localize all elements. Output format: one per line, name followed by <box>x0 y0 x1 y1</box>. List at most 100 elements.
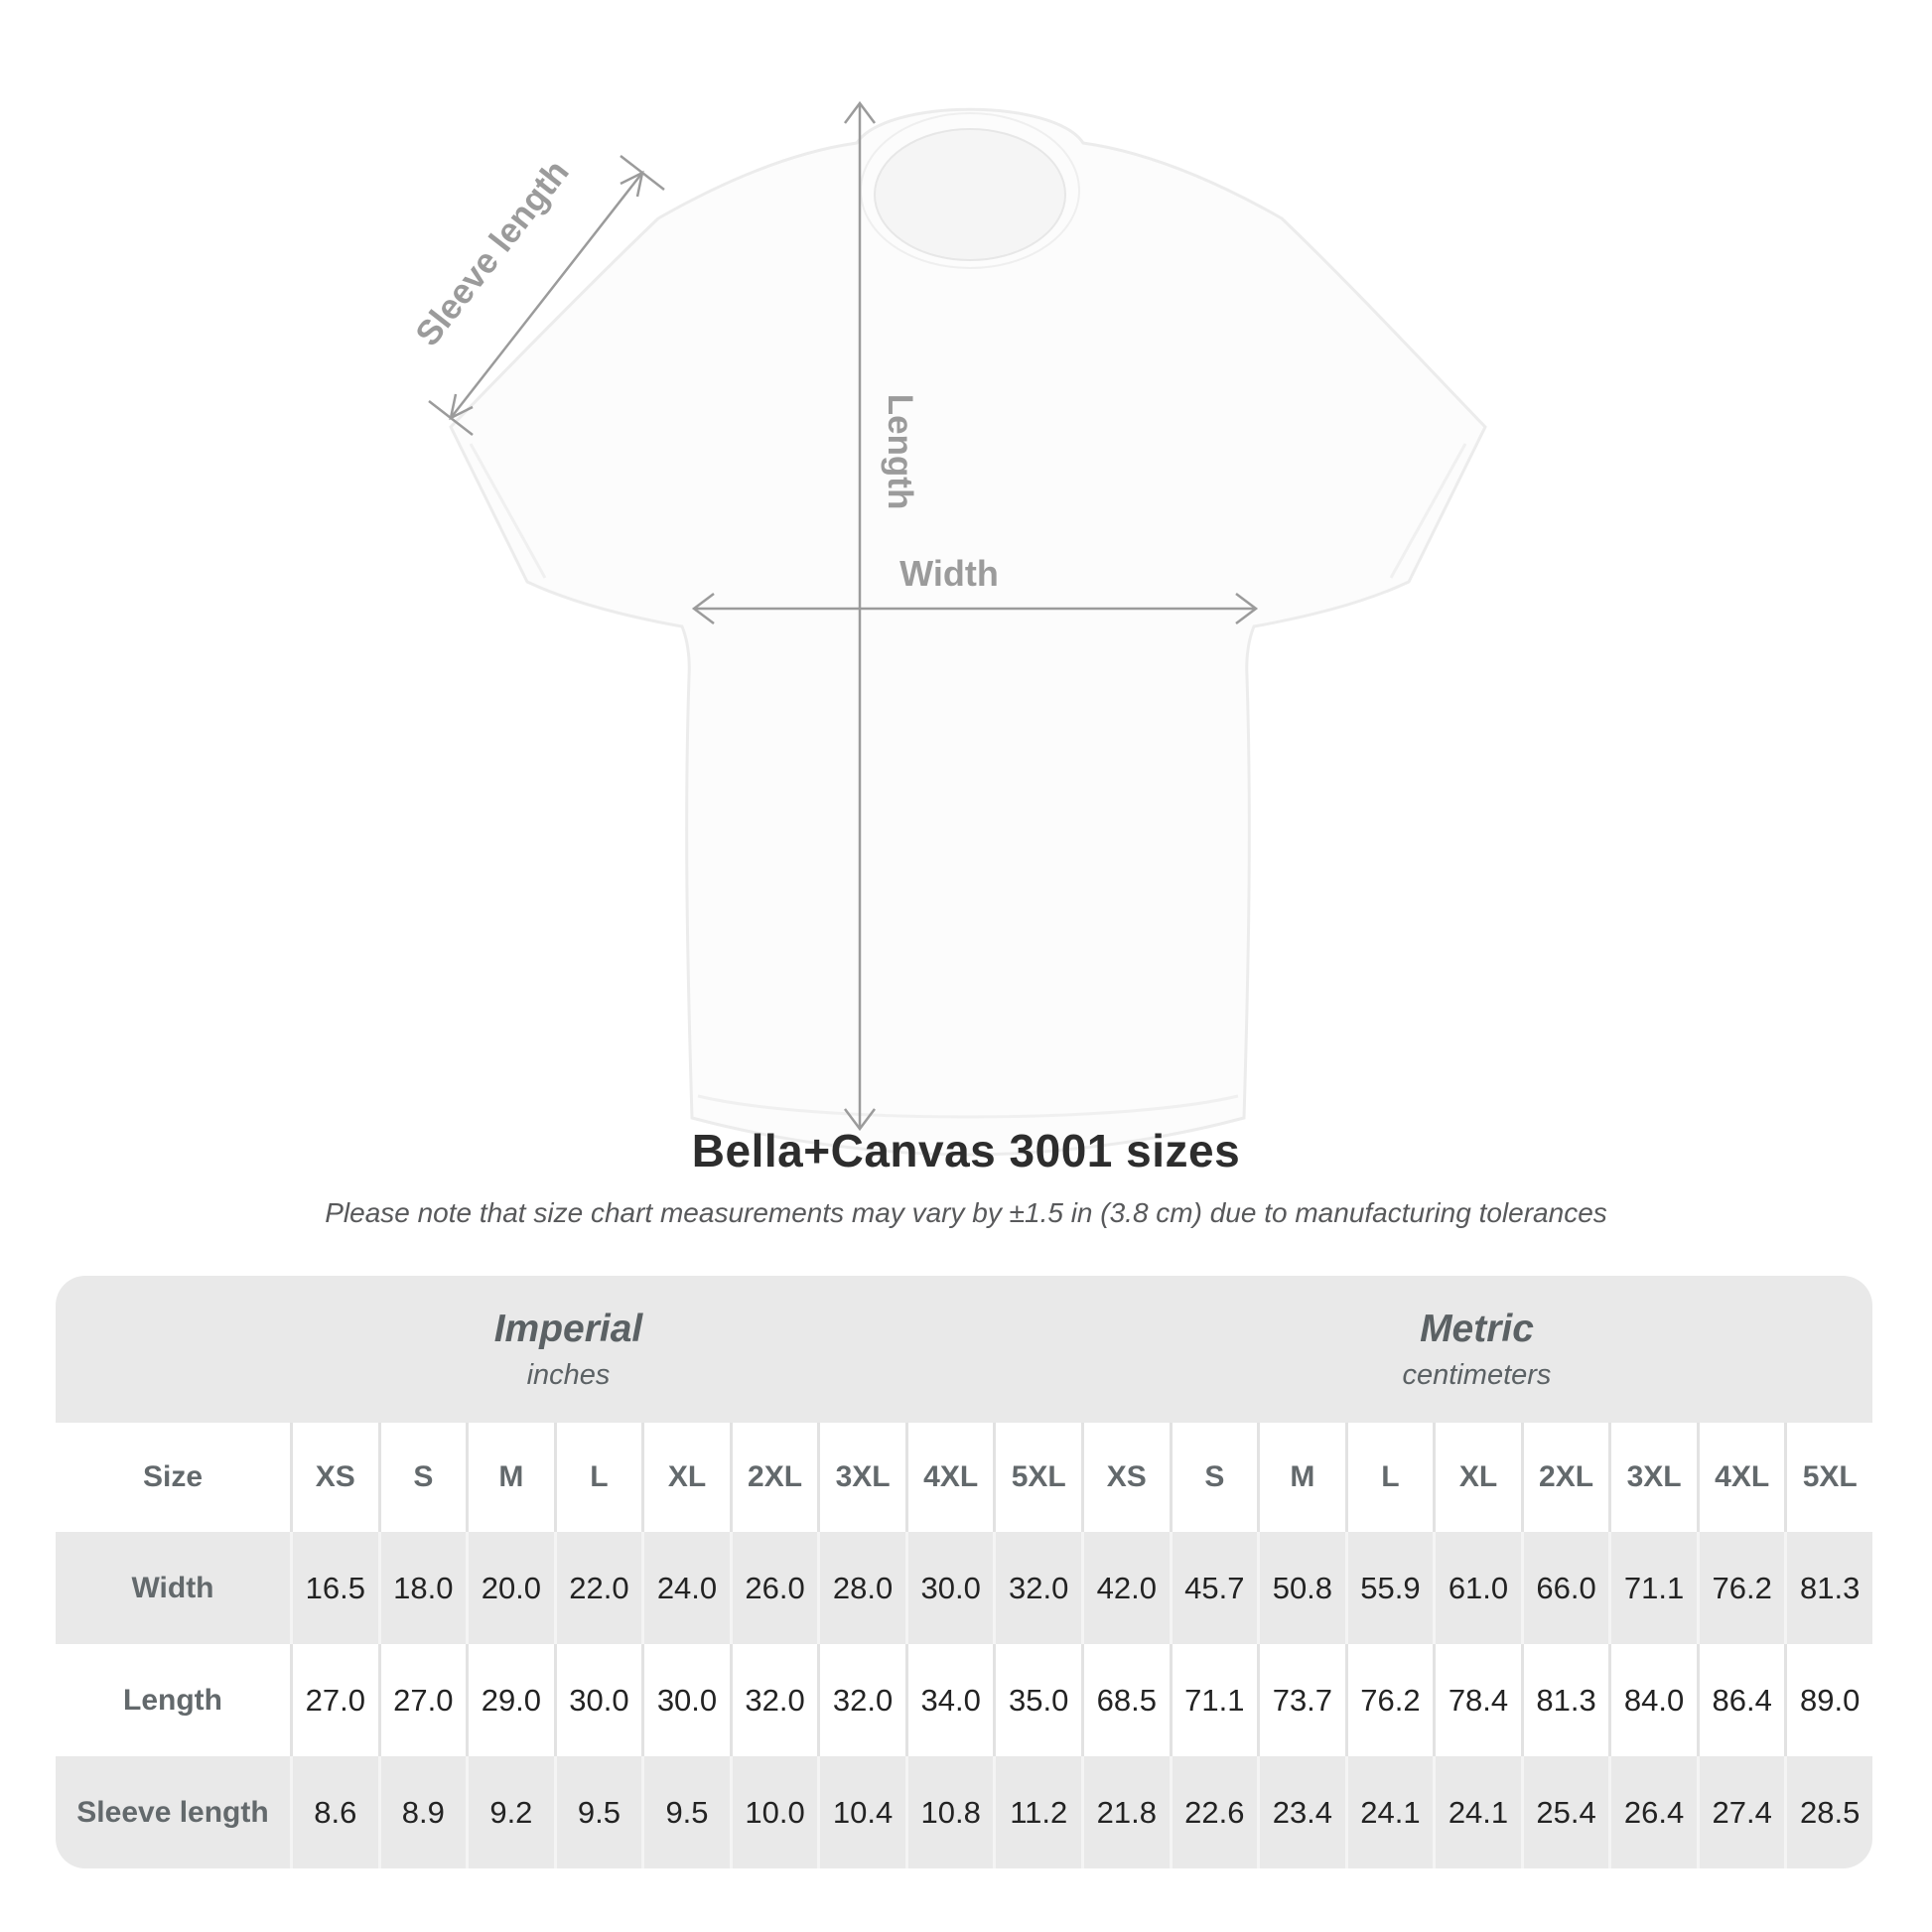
value-cell-metric: 73.7 <box>1257 1644 1345 1756</box>
value-cell-imperial: 8.9 <box>377 1756 467 1868</box>
value-cell-imperial: 9.5 <box>641 1756 730 1868</box>
value-cell-metric: 71.1 <box>1608 1532 1697 1644</box>
size-header-imperial: 2XL <box>729 1423 818 1532</box>
value-cell-metric: 22.6 <box>1169 1756 1258 1868</box>
size-header-imperial: 4XL <box>904 1423 994 1532</box>
size-column-header: Size <box>142 1460 204 1493</box>
size-header-metric: S <box>1169 1423 1258 1532</box>
table-row-width: Width 16.5 18.0 20.0 22.0 24.0 26.0 28.0 30.0 32.… <box>56 1532 1872 1644</box>
size-header-metric: XS <box>1081 1423 1170 1532</box>
size-header-metric: 2XL <box>1520 1423 1609 1532</box>
table-row-length: Length 27.0 27.0 29.0 30.0 30.0 32.0 32.0 34.0 35… <box>56 1644 1872 1756</box>
value-cell-imperial: 11.2 <box>993 1756 1081 1868</box>
tolerance-note: Please note that size chart measurements… <box>325 1197 1607 1228</box>
table-row-sleeve-length: Sleeve length 8.6 8.9 9.2 9.5 9.5 10.0 10.4 10.8… <box>56 1756 1872 1868</box>
imperial-unit: inches <box>526 1358 611 1391</box>
value-cell-metric: 66.0 <box>1520 1532 1609 1644</box>
size-table: Imperial inches Metric centimeters Size X… <box>56 1276 1872 1868</box>
size-header-imperial: M <box>466 1423 554 1532</box>
value-cell-imperial: 28.0 <box>817 1532 905 1644</box>
value-cell-metric: 21.8 <box>1081 1756 1170 1868</box>
unit-band: Imperial inches Metric centimeters <box>56 1276 1872 1423</box>
width-arrow <box>691 593 1259 624</box>
size-header-metric: 5XL <box>1784 1423 1872 1532</box>
metric-title: Metric <box>1420 1307 1534 1350</box>
value-cell-metric: 28.5 <box>1784 1756 1872 1868</box>
table-header-row: Size XS S M L XL 2XL 3XL 4XL 5XL XS S M L XL 2XL 3XL 4XL 5… <box>56 1423 1872 1532</box>
value-cell-imperial: 10.8 <box>904 1756 994 1868</box>
row-label: Length <box>123 1683 222 1717</box>
left-cuff-seam <box>469 443 547 579</box>
value-cell-imperial: 27.0 <box>290 1644 378 1756</box>
value-cell-imperial: 22.0 <box>553 1532 642 1644</box>
value-cell-imperial: 32.0 <box>817 1644 905 1756</box>
value-cell-metric: 89.0 <box>1784 1644 1872 1756</box>
value-cell-imperial: 20.0 <box>466 1532 554 1644</box>
size-header-imperial: 5XL <box>993 1423 1081 1532</box>
value-cell-metric: 68.5 <box>1081 1644 1170 1756</box>
value-cell-metric: 45.7 <box>1169 1532 1258 1644</box>
size-header-metric: 4XL <box>1696 1423 1785 1532</box>
value-cell-imperial: 35.0 <box>993 1644 1081 1756</box>
value-cell-metric: 26.4 <box>1608 1756 1697 1868</box>
value-cell-imperial: 10.4 <box>817 1756 905 1868</box>
page-title: Bella+Canvas 3001 sizes <box>691 1125 1241 1176</box>
value-cell-metric: 78.4 <box>1433 1644 1521 1756</box>
tshirt-graphic <box>449 107 1487 1157</box>
value-cell-imperial: 30.0 <box>904 1532 994 1644</box>
value-cell-imperial: 9.2 <box>466 1756 554 1868</box>
tshirt-measurement-diagram: Sleeve length Length Width <box>408 100 1487 1157</box>
size-header-metric: XL <box>1433 1423 1521 1532</box>
size-header-imperial: L <box>553 1423 642 1532</box>
value-cell-imperial: 10.0 <box>729 1756 818 1868</box>
value-cell-imperial: 30.0 <box>641 1644 730 1756</box>
size-header-imperial: S <box>377 1423 467 1532</box>
right-cuff-seam <box>1389 443 1467 579</box>
value-cell-imperial: 16.5 <box>290 1532 378 1644</box>
collar-opening <box>874 128 1066 261</box>
value-cell-imperial: 27.0 <box>377 1644 467 1756</box>
value-cell-metric: 24.1 <box>1344 1756 1434 1868</box>
metric-group: Metric centimeters <box>1081 1276 1872 1423</box>
value-cell-metric: 55.9 <box>1344 1532 1434 1644</box>
length-label: Length <box>881 394 919 510</box>
size-header-metric: 3XL <box>1608 1423 1697 1532</box>
value-cell-imperial: 8.6 <box>290 1756 378 1868</box>
value-cell-metric: 23.4 <box>1257 1756 1345 1868</box>
value-cell-metric: 76.2 <box>1344 1644 1434 1756</box>
value-cell-metric: 81.3 <box>1520 1644 1609 1756</box>
value-cell-metric: 27.4 <box>1696 1756 1785 1868</box>
value-cell-metric: 61.0 <box>1433 1532 1521 1644</box>
value-cell-metric: 86.4 <box>1696 1644 1785 1756</box>
metric-unit: centimeters <box>1402 1358 1552 1391</box>
width-label: Width <box>899 553 999 594</box>
size-header-imperial: XL <box>641 1423 730 1532</box>
row-label: Sleeve length <box>76 1795 269 1829</box>
value-cell-imperial: 32.0 <box>729 1644 818 1756</box>
tshirt-body <box>449 107 1487 1157</box>
imperial-group: Imperial inches <box>56 1276 1081 1423</box>
length-arrow <box>844 100 876 1132</box>
value-cell-imperial: 32.0 <box>993 1532 1081 1644</box>
size-header-imperial: XS <box>290 1423 378 1532</box>
value-cell-metric: 71.1 <box>1169 1644 1258 1756</box>
value-cell-metric: 84.0 <box>1608 1644 1697 1756</box>
value-cell-metric: 24.1 <box>1433 1756 1521 1868</box>
value-cell-metric: 76.2 <box>1696 1532 1785 1644</box>
imperial-title: Imperial <box>493 1307 643 1350</box>
value-cell-metric: 42.0 <box>1081 1532 1170 1644</box>
value-cell-imperial: 18.0 <box>377 1532 467 1644</box>
value-cell-imperial: 30.0 <box>553 1644 642 1756</box>
row-label: Width <box>131 1571 214 1604</box>
sleeve-length-arrow <box>428 155 665 436</box>
table-body: Width 16.5 18.0 20.0 22.0 24.0 26.0 28.0 30.0 32.… <box>56 1532 1872 1868</box>
size-header-metric: M <box>1257 1423 1345 1532</box>
value-cell-metric: 25.4 <box>1520 1756 1609 1868</box>
value-cell-imperial: 24.0 <box>641 1532 730 1644</box>
size-header-metric: L <box>1344 1423 1434 1532</box>
value-cell-imperial: 26.0 <box>729 1532 818 1644</box>
value-cell-metric: 50.8 <box>1257 1532 1345 1644</box>
value-cell-metric: 81.3 <box>1784 1532 1872 1644</box>
value-cell-imperial: 34.0 <box>904 1644 994 1756</box>
